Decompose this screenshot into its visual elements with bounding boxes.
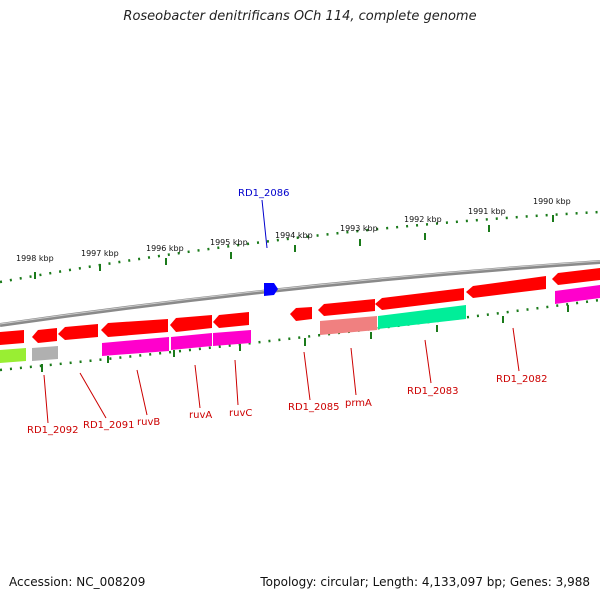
genome-summary-text: Topology: circular; Length: 4,133,097 bp… [260, 575, 590, 589]
gene-label[interactable]: RD1_2083 [407, 386, 458, 397]
leader-line [303, 351, 311, 401]
gene-label[interactable]: RD1_2092 [27, 425, 78, 436]
gene-block[interactable] [378, 305, 466, 329]
gene-label[interactable]: RD1_2091 [83, 420, 134, 431]
gene-label[interactable]: RD1_2082 [496, 374, 547, 385]
scale-label: 1992 kbp [404, 215, 442, 224]
gene-block[interactable] [32, 346, 58, 361]
lower-major-ticks [41, 305, 569, 372]
gene-block[interactable] [171, 333, 212, 350]
gene-label[interactable]: ruvA [189, 410, 212, 421]
leader-line [79, 372, 107, 419]
scale-label: 1993 kbp [340, 224, 378, 233]
leader-line [136, 369, 148, 416]
gene-label[interactable]: ruvB [137, 417, 160, 428]
accession-text: Accession: NC_008209 [9, 575, 146, 589]
genome-backbone-highlight [0, 260, 600, 325]
gene-arrow[interactable] [32, 328, 57, 343]
gene-arrow[interactable] [101, 319, 168, 337]
gene-label[interactable]: ruvC [229, 408, 252, 419]
scale-label: 1997 kbp [81, 249, 119, 258]
label-leaders [43, 327, 520, 424]
scale-label: 1996 kbp [146, 244, 184, 253]
scale-label: 1990 kbp [533, 197, 571, 206]
leader-line [234, 359, 239, 406]
upper-scale [0, 210, 600, 284]
leader-line [424, 339, 432, 384]
gene-arrow[interactable] [552, 268, 600, 285]
gene-label[interactable]: prmA [345, 398, 372, 409]
gene-arrow[interactable] [0, 330, 24, 345]
gene-block[interactable] [0, 348, 26, 363]
gene-row-main [0, 268, 600, 345]
gene-arrow[interactable] [290, 307, 312, 321]
gene-arrow[interactable] [213, 312, 249, 328]
gene-block[interactable] [555, 285, 600, 304]
scale-label: 1991 kbp [468, 207, 506, 216]
gene-arrow[interactable] [466, 276, 546, 298]
gene-block[interactable] [213, 330, 251, 346]
gene-block[interactable] [320, 316, 377, 335]
leader-line [350, 347, 357, 396]
gene-arrow[interactable] [58, 324, 98, 340]
gene-block[interactable] [102, 337, 169, 356]
leader-line-blue [261, 199, 268, 249]
lower-scale-dots [0, 298, 600, 372]
scale-label: 1998 kbp [16, 254, 54, 263]
gene-label[interactable]: RD1_2086 [238, 188, 289, 199]
upper-major-ticks [34, 215, 554, 279]
upper-scale-dots [0, 210, 600, 284]
gene-arrow[interactable] [170, 315, 212, 332]
leader-line [43, 374, 49, 424]
scale-label: 1994 kbp [275, 231, 313, 240]
gene-arrow[interactable] [375, 288, 464, 310]
map-title: Roseobacter denitrificans OCh 114, compl… [123, 9, 477, 24]
gene-arrow-blue[interactable] [264, 283, 278, 296]
gene-arrow[interactable] [318, 299, 375, 316]
gene-label[interactable]: RD1_2085 [288, 402, 339, 413]
leader-line [194, 364, 201, 409]
gene-row-secondary [0, 285, 600, 363]
genome-backbone [0, 260, 600, 327]
leader-line [512, 327, 520, 372]
scale-label: 1995 kbp [210, 238, 248, 247]
